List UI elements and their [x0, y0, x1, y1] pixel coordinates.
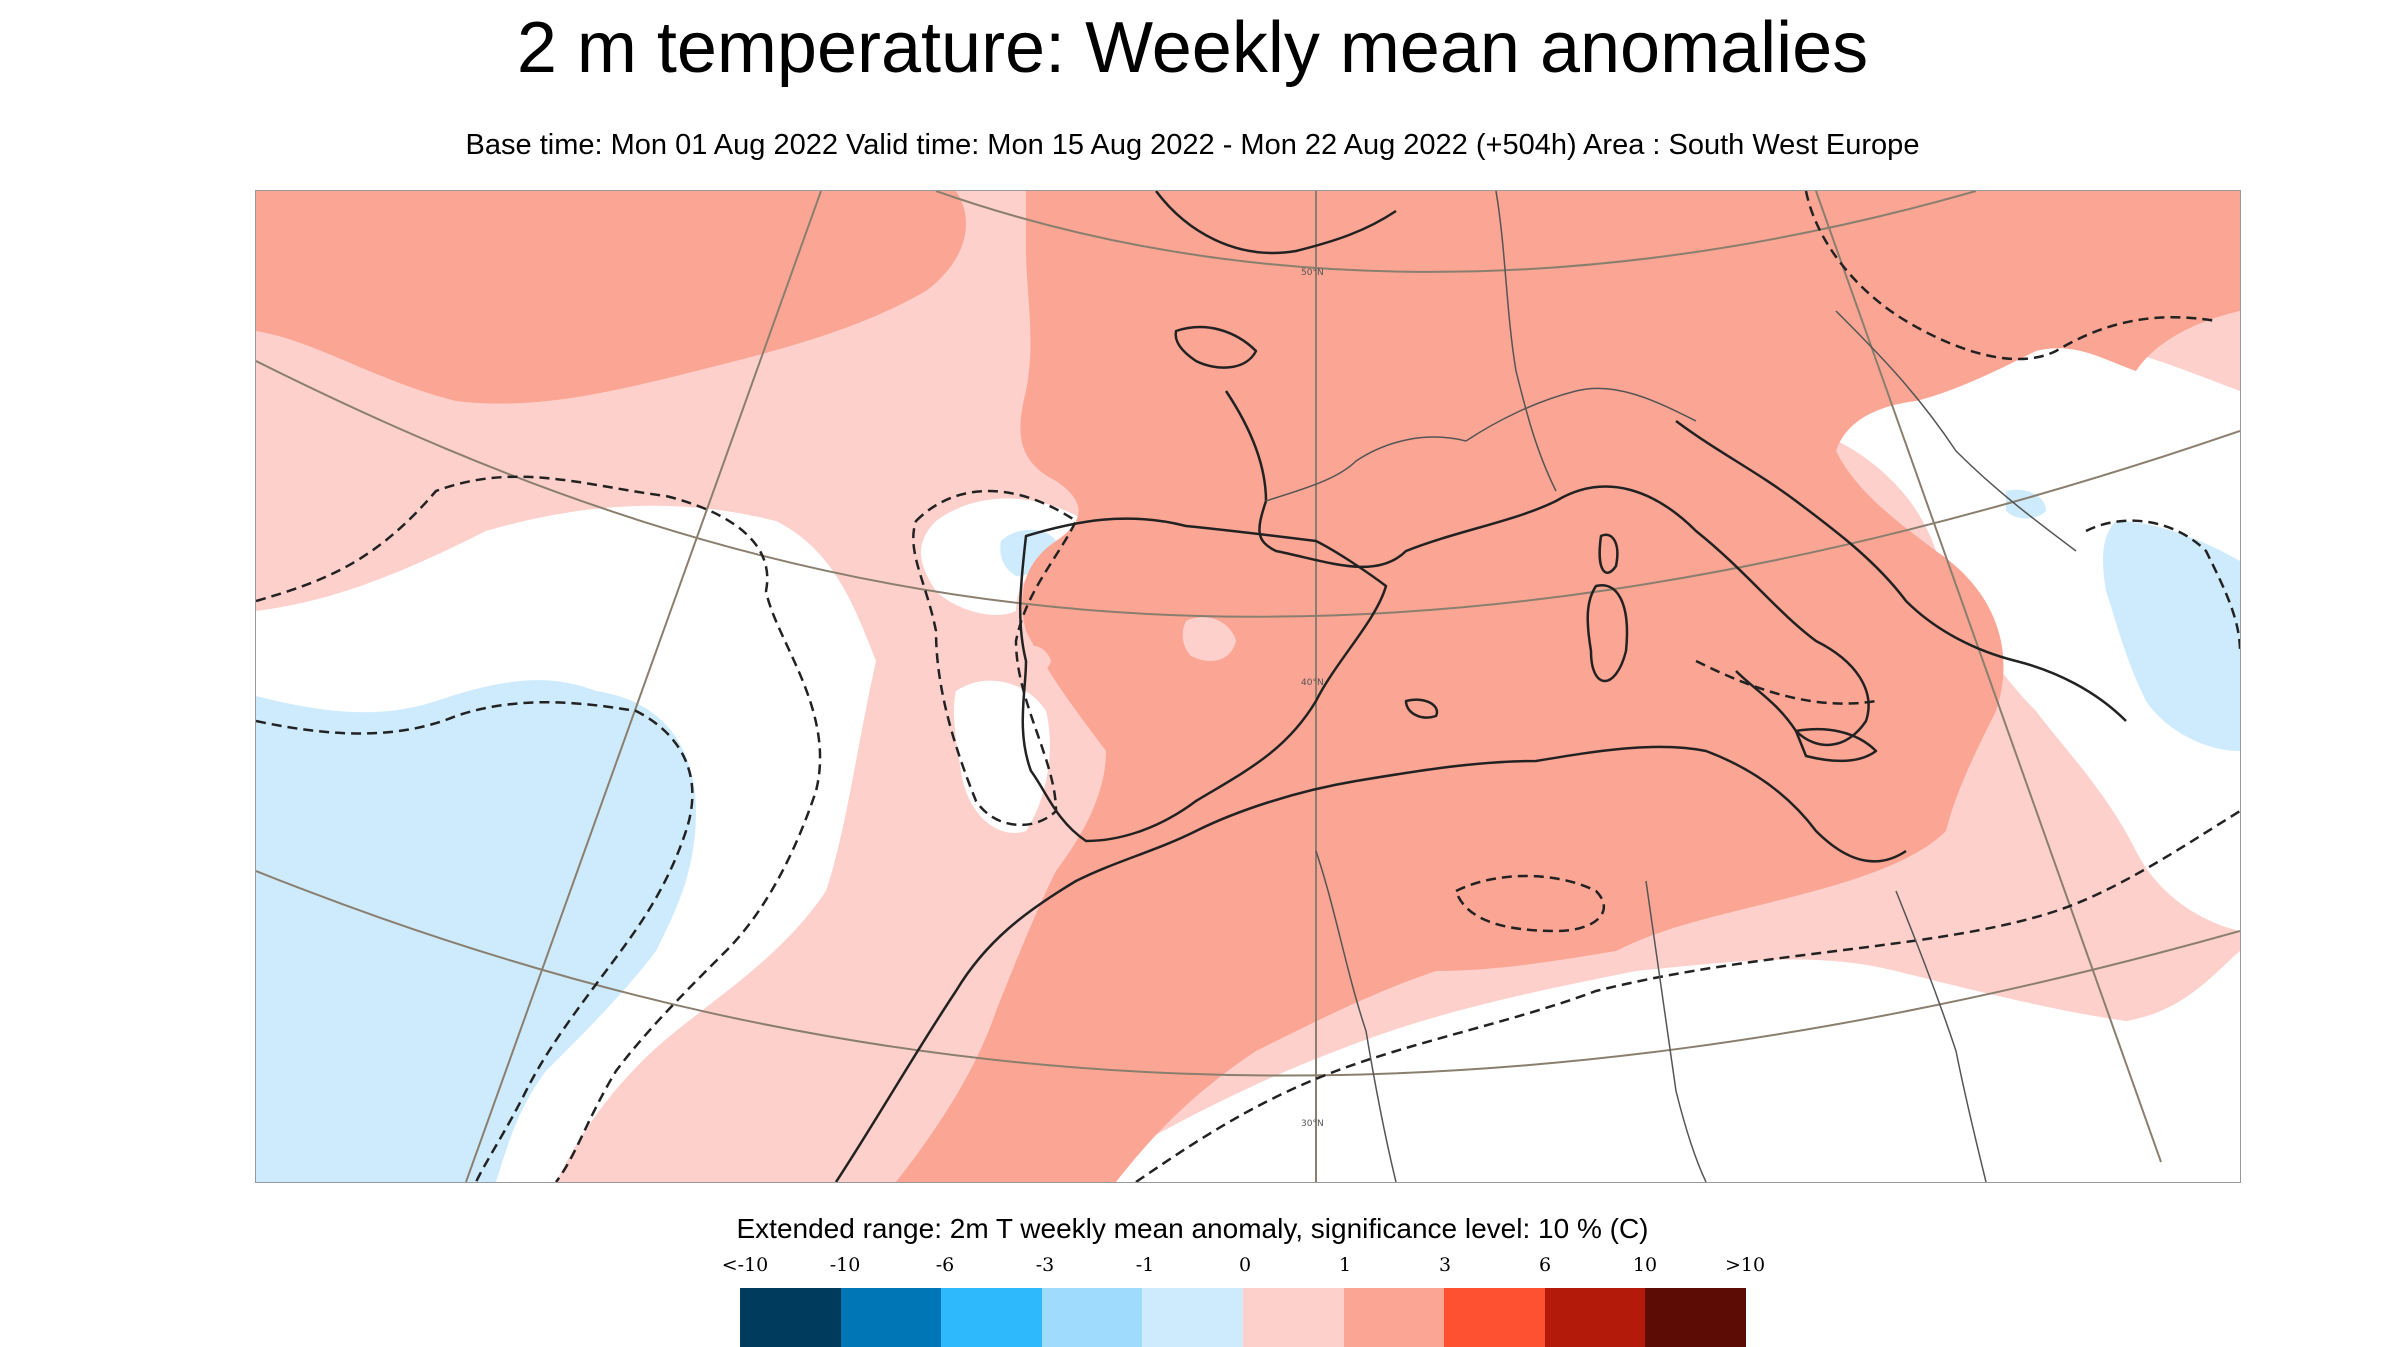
cool-anomaly-atlantic	[256, 680, 696, 1182]
lat-label-50n: 50°N	[1301, 268, 1324, 278]
light-patch-iberia	[1182, 617, 1236, 661]
legend-swatch	[740, 1288, 841, 1347]
legend-tick: -3	[1035, 1254, 1055, 1276]
legend-swatch	[840, 1288, 942, 1347]
legend-swatch	[941, 1288, 1042, 1347]
neutral-area-portugal	[953, 680, 1050, 833]
legend-tick: -10	[829, 1254, 861, 1276]
country-borders	[1265, 191, 2077, 1182]
legend-tick: 0	[1238, 1254, 1252, 1276]
graticule	[256, 191, 2240, 1182]
lat-label-30n: 30°N	[1301, 1119, 1324, 1129]
legend-tick: 1	[1338, 1254, 1352, 1276]
legend-tick: >10	[1724, 1254, 1766, 1276]
map-canvas: 50°N 40°N 30°N	[256, 191, 2240, 1182]
legend-swatch	[1544, 1288, 1646, 1347]
legend-swatch	[1645, 1288, 1746, 1347]
legend-title: Extended range: 2m T weekly mean anomaly…	[736, 1213, 1649, 1244]
neutral-area-north-africa	[1076, 951, 2240, 1182]
legend-tick: -6	[935, 1254, 955, 1276]
legend-swatch	[1242, 1288, 1344, 1347]
legend-swatch	[1343, 1288, 1445, 1347]
legend-tick: 3	[1438, 1254, 1452, 1276]
legend-ticks: <-10 -10 -6 -3 -1 0 1 3 6 10 >10	[722, 1254, 1765, 1284]
legend-swatch	[1444, 1288, 1545, 1347]
legend-tick: -1	[1135, 1254, 1155, 1276]
lat-label-40n: 40°N	[1301, 678, 1324, 688]
legend-colorbar	[740, 1288, 1746, 1347]
warm-anomaly-europe	[896, 191, 2240, 1182]
significance-contours	[256, 191, 2240, 1182]
page-subtitle: Base time: Mon 01 Aug 2022 Valid time: M…	[465, 129, 1920, 161]
coastlines	[834, 191, 2127, 1182]
legend-swatch	[1041, 1288, 1143, 1347]
legend-swatch	[1142, 1288, 1243, 1347]
anomaly-map: 50°N 40°N 30°N	[255, 190, 2241, 1183]
page-title: 2 m temperature: Weekly mean anomalies	[516, 8, 1869, 88]
legend-tick: 6	[1538, 1254, 1552, 1276]
cool-anomaly-adriatic	[2006, 489, 2046, 519]
legend-tick: <-10	[721, 1254, 769, 1276]
legend-tick: 10	[1632, 1254, 1658, 1276]
warm-anomaly-atlantic-north	[256, 191, 966, 404]
cool-anomaly-aegean	[2103, 521, 2240, 751]
neutral-area-balkans	[1816, 331, 2240, 931]
